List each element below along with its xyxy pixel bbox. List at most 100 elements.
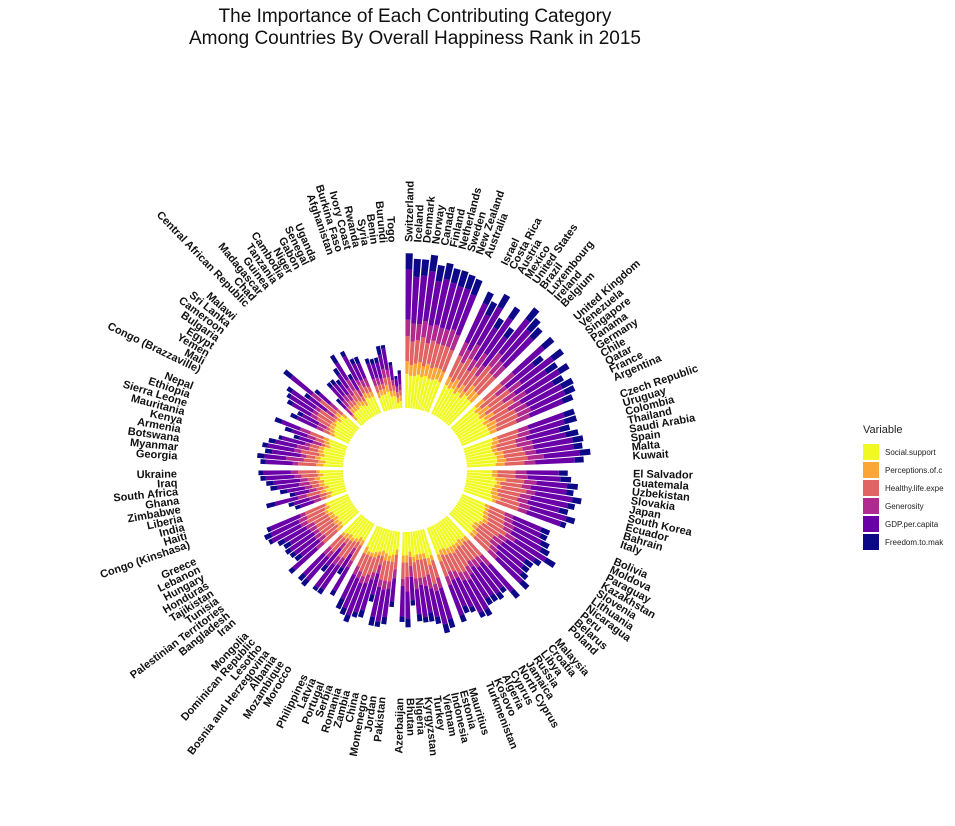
bar-segment-gdp-per-capita: [476, 565, 500, 595]
bar-segment-social-support: [466, 455, 497, 463]
bar-segment-gdp-per-capita: [350, 378, 360, 391]
bar-segment-perceptions-of-corruption: [429, 554, 434, 561]
bar-slovakia: [466, 477, 574, 497]
bar-segment-freedom-to-make-life-choices: [288, 501, 295, 508]
bar-segment-social-support: [328, 438, 348, 449]
bar-segment-perceptions-of-corruption: [324, 502, 328, 507]
bar-segment-freedom-to-make-life-choices: [405, 618, 411, 628]
bar-segment-generosity: [409, 565, 414, 577]
bar-segment-gdp-per-capita: [464, 302, 489, 344]
bar-segment-gdp-per-capita: [265, 474, 295, 481]
bar-segment-generosity: [376, 564, 382, 574]
bar-segment-social-support: [443, 517, 463, 540]
bar-segment-gdp-per-capita: [382, 588, 391, 618]
bar-segment-gdp-per-capita: [370, 586, 382, 618]
bar-segment-healthy-life-expectancy: [473, 372, 492, 393]
bar-singapore: [453, 348, 565, 434]
bar-segment-social-support: [405, 373, 409, 409]
bar-russia: [439, 520, 499, 603]
bar-segment-gdp-per-capita: [543, 449, 580, 459]
bar-segment-generosity: [299, 427, 312, 435]
bar-segment-gdp-per-capita: [388, 365, 395, 381]
bar-segment-freedom-to-make-life-choices: [562, 408, 576, 418]
bar-segment-healthy-life-expectancy: [450, 362, 464, 383]
bar-segment-healthy-life-expectancy: [305, 454, 316, 460]
bar-el-salvador: [466, 470, 568, 476]
bar-austria: [435, 293, 511, 418]
bar-segment-freedom-to-make-life-choices: [410, 600, 416, 606]
bar-segment-generosity: [342, 399, 350, 408]
bar-segment-freedom-to-make-life-choices: [435, 264, 445, 282]
bar-segment-generosity: [523, 479, 537, 486]
bar-segment-gdp-per-capita: [525, 427, 560, 441]
bar-segment-freedom-to-make-life-choices: [559, 521, 567, 529]
bar-bosnia-and-herzegovina: [312, 518, 369, 592]
bar-segment-freedom-to-make-life-choices: [540, 336, 555, 350]
bar-segment-perceptions-of-corruption: [329, 513, 336, 520]
bar-segment-perceptions-of-corruption: [437, 371, 445, 383]
country-label: Azerbaijan: [393, 698, 406, 754]
bar-segment-gdp-per-capita: [263, 470, 291, 476]
bar-segment-freedom-to-make-life-choices: [335, 379, 342, 386]
bar-segment-social-support: [325, 484, 346, 492]
bar-segment-social-support: [335, 424, 354, 438]
bar-segment-social-support: [385, 530, 393, 554]
bar-segment-gdp-per-capita: [290, 375, 314, 396]
bar-malawi: [314, 389, 360, 430]
bar-segment-social-support: [407, 375, 413, 409]
bar-segment-social-support: [452, 508, 474, 527]
bar-mongolia: [297, 513, 363, 582]
bar-segment-freedom-to-make-life-choices: [277, 538, 286, 547]
bar-segment-healthy-life-expectancy: [448, 355, 463, 378]
bar-segment-social-support: [395, 531, 400, 550]
bar-segment-perceptions-of-corruption: [482, 518, 489, 525]
bar-segment-perceptions-of-corruption: [491, 440, 500, 446]
bar-segment-perceptions-of-corruption: [491, 448, 498, 453]
bar-segment-perceptions-of-corruption: [329, 428, 336, 434]
bar-segment-perceptions-of-corruption: [334, 420, 338, 424]
bar-segment-generosity: [337, 556, 346, 567]
bar-segment-gdp-per-capita: [353, 582, 368, 613]
bar-ireland: [445, 317, 541, 425]
bar-segment-healthy-life-expectancy: [329, 534, 344, 549]
bar-segment-freedom-to-make-life-choices: [526, 317, 541, 333]
bar-segment-social-support: [447, 400, 472, 427]
bar-segment-perceptions-of-corruption: [477, 405, 490, 416]
bar-segment-gdp-per-capita: [451, 287, 471, 331]
bar-segment-gdp-per-capita: [308, 396, 328, 413]
bar-segment-healthy-life-expectancy: [386, 376, 393, 392]
bar-segment-freedom-to-make-life-choices: [532, 557, 542, 567]
bar-panama: [455, 362, 559, 436]
bar-segment-healthy-life-expectancy: [501, 485, 527, 494]
bar-segment-healthy-life-expectancy: [304, 503, 326, 516]
bar-segment-gdp-per-capita: [498, 318, 531, 356]
bar-segment-perceptions-of-corruption: [389, 391, 394, 397]
bar-segment-freedom-to-make-life-choices: [571, 435, 584, 443]
bar-segment-perceptions-of-corruption: [444, 376, 452, 386]
bar-segment-gdp-per-capita: [340, 553, 353, 569]
country-label: Ghana: [144, 495, 180, 512]
bar-segment-social-support: [320, 456, 344, 463]
bar-segment-generosity: [346, 559, 354, 568]
bar-cyprus: [433, 524, 486, 619]
bar-segment-healthy-life-expectancy: [438, 346, 450, 370]
bar-segment-healthy-life-expectancy: [315, 437, 325, 444]
bar-segment-freedom-to-make-life-choices: [457, 270, 469, 288]
bar-segment-gdp-per-capita: [418, 584, 428, 618]
bar-segment-healthy-life-expectancy: [306, 507, 326, 520]
bar-segment-healthy-life-expectancy: [383, 560, 391, 581]
bar-segment-freedom-to-make-life-choices: [509, 588, 521, 599]
bar-segment-generosity: [431, 324, 440, 342]
bar-segment-generosity: [296, 444, 310, 451]
bar-segment-social-support: [426, 381, 441, 413]
bar-segment-healthy-life-expectancy: [415, 559, 422, 579]
bar-segment-social-support: [456, 502, 484, 522]
bar-segment-generosity: [421, 320, 429, 338]
bar-segment-healthy-life-expectancy: [350, 544, 363, 562]
bar-morocco: [329, 522, 375, 597]
bar-segment-freedom-to-make-life-choices: [523, 558, 534, 569]
bar-segment-gdp-per-capita: [325, 547, 342, 567]
bar-segment-perceptions-of-corruption: [352, 405, 358, 412]
bar-segment-healthy-life-expectancy: [479, 393, 498, 410]
bar-segment-gdp-per-capita: [330, 386, 345, 402]
